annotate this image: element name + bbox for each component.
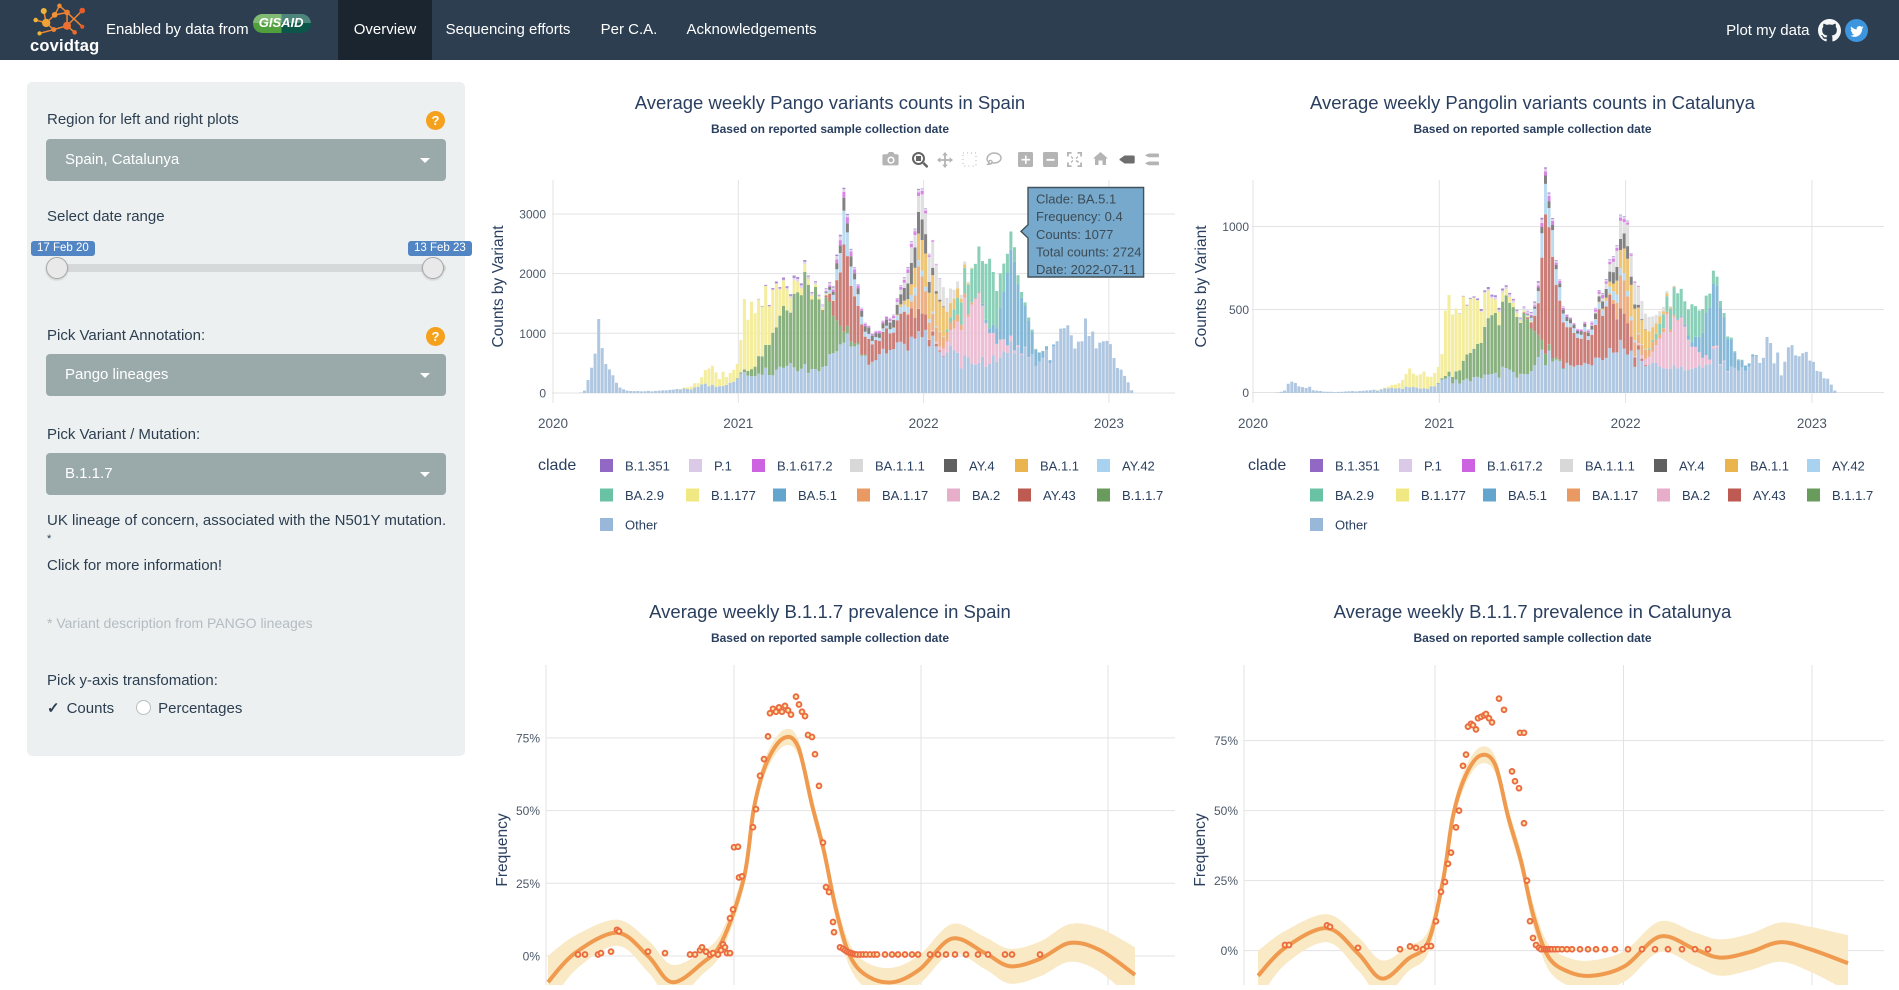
svg-text:B.1.617.2: B.1.617.2 [1487, 459, 1543, 474]
svg-text:BA.1.1.1: BA.1.1.1 [1585, 459, 1635, 474]
svg-text:Date: 2022-07-11: Date: 2022-07-11 [1036, 262, 1136, 277]
svg-text:0%: 0% [523, 950, 541, 964]
svg-text:Average weekly B.1.1.7 prevale: Average weekly B.1.1.7 prevalence in Cat… [1334, 601, 1732, 622]
svg-text:BA.1.1.1: BA.1.1.1 [875, 459, 925, 474]
svg-text:P.1: P.1 [714, 459, 732, 474]
svg-text:Clade: BA.5.1: Clade: BA.5.1 [1036, 191, 1116, 206]
svg-text:BA.1.17: BA.1.17 [882, 488, 928, 503]
svg-text:Average weekly Pango variants: Average weekly Pango variants counts in … [635, 92, 1025, 113]
svg-text:clade: clade [538, 457, 576, 474]
svg-text:Based on reported sample colle: Based on reported sample collection date [1413, 631, 1651, 645]
svg-text:BA.5.1: BA.5.1 [798, 488, 837, 503]
svg-text:500: 500 [1229, 303, 1249, 317]
svg-text:Frequency: 0.4: Frequency: 0.4 [1036, 209, 1123, 224]
svg-text:2000: 2000 [519, 267, 546, 281]
svg-text:75%: 75% [1214, 734, 1238, 748]
svg-text:BA.1.1: BA.1.1 [1750, 459, 1789, 474]
svg-text:BA.2.9: BA.2.9 [625, 488, 664, 503]
svg-text:2020: 2020 [538, 416, 568, 431]
svg-text:Average weekly B.1.1.7 prevale: Average weekly B.1.1.7 prevalence in Spa… [649, 601, 1011, 622]
svg-text:Counts: 1077: Counts: 1077 [1036, 227, 1113, 242]
svg-text:AY.42: AY.42 [1122, 459, 1155, 474]
svg-text:0: 0 [1242, 386, 1249, 400]
svg-text:25%: 25% [516, 877, 540, 891]
svg-text:1000: 1000 [519, 327, 546, 341]
svg-text:BA.1.17: BA.1.17 [1592, 488, 1638, 503]
svg-text:B.1.177: B.1.177 [711, 488, 756, 503]
svg-text:Based on reported sample colle: Based on reported sample collection date [711, 631, 949, 645]
svg-text:P.1: P.1 [1424, 459, 1442, 474]
svg-text:2022: 2022 [1611, 416, 1641, 431]
svg-text:Based on reported sample colle: Based on reported sample collection date [711, 122, 949, 136]
svg-text:2021: 2021 [1424, 416, 1454, 431]
svg-text:50%: 50% [1214, 804, 1238, 818]
svg-text:Other: Other [1335, 518, 1368, 533]
svg-text:BA.2: BA.2 [972, 488, 1000, 503]
svg-text:Other: Other [625, 518, 658, 533]
svg-text:2020: 2020 [1238, 416, 1268, 431]
svg-text:AY.42: AY.42 [1832, 459, 1865, 474]
svg-text:Total counts: 2724: Total counts: 2724 [1036, 245, 1142, 260]
svg-text:1000: 1000 [1222, 220, 1249, 234]
svg-text:B.1.351: B.1.351 [625, 459, 670, 474]
svg-text:B.1.1.7: B.1.1.7 [1122, 488, 1163, 503]
svg-text:3000: 3000 [519, 208, 546, 222]
svg-text:75%: 75% [516, 731, 540, 745]
svg-text:B.1.351: B.1.351 [1335, 459, 1380, 474]
svg-text:0%: 0% [1221, 944, 1239, 958]
svg-text:2023: 2023 [1094, 416, 1124, 431]
svg-text:50%: 50% [516, 804, 540, 818]
svg-text:2023: 2023 [1797, 416, 1827, 431]
svg-text:BA.1.1: BA.1.1 [1040, 459, 1079, 474]
svg-text:Average weekly Pangolin varian: Average weekly Pangolin variants counts … [1310, 92, 1756, 113]
svg-text:AY.4: AY.4 [1679, 459, 1705, 474]
svg-text:BA.5.1: BA.5.1 [1508, 488, 1547, 503]
svg-text:AY.43: AY.43 [1753, 488, 1786, 503]
svg-text:Frequency: Frequency [1192, 813, 1209, 886]
svg-text:AY.4: AY.4 [969, 459, 995, 474]
svg-text:Frequency: Frequency [494, 813, 511, 886]
svg-text:AY.43: AY.43 [1043, 488, 1076, 503]
svg-text:B.1.1.7: B.1.1.7 [1832, 488, 1873, 503]
svg-text:Based on reported sample colle: Based on reported sample collection date [1413, 122, 1651, 136]
svg-text:0: 0 [539, 387, 546, 401]
svg-text:B.1.177: B.1.177 [1421, 488, 1466, 503]
svg-text:clade: clade [1248, 457, 1286, 474]
svg-text:2021: 2021 [723, 416, 753, 431]
svg-text:2022: 2022 [909, 416, 939, 431]
svg-text:25%: 25% [1214, 874, 1238, 888]
svg-text:B.1.617.2: B.1.617.2 [777, 459, 833, 474]
svg-text:BA.2.9: BA.2.9 [1335, 488, 1374, 503]
svg-text:Counts by Variant: Counts by Variant [490, 225, 507, 348]
svg-text:Counts by Variant: Counts by Variant [1193, 225, 1210, 348]
svg-text:BA.2: BA.2 [1682, 488, 1710, 503]
